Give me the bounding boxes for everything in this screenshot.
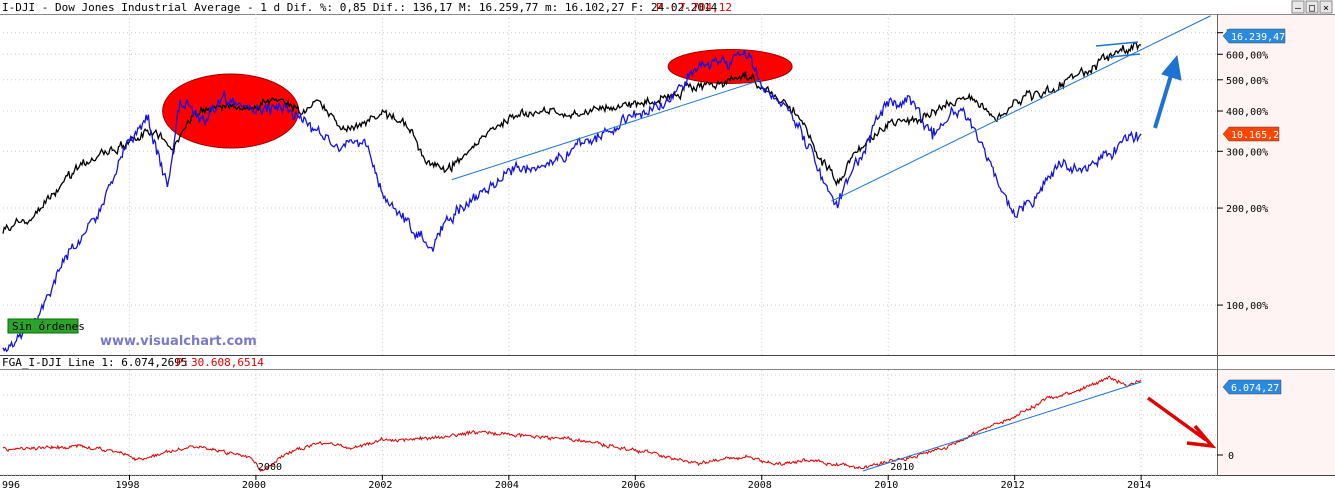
indicator-title-bar — [0, 355, 1335, 370]
watermark: www.visualchart.com — [100, 334, 257, 349]
indicator-title-p-label: P: — [176, 356, 189, 369]
inner-year-label: 2010 — [890, 462, 914, 473]
xtick-label: 2002 — [368, 480, 392, 491]
last-value-indicator: 6.074,27 — [1231, 383, 1279, 394]
channel-lines — [1095, 41, 1141, 58]
xtick-label: 2004 — [495, 480, 519, 491]
ytick-label: 100,00% — [1226, 301, 1268, 312]
chart-title-p-value: 7.704,12 — [679, 1, 732, 14]
last-value-blue: 10.165,2 — [1231, 130, 1279, 141]
ind-zero-label: 0 — [1228, 451, 1234, 462]
indicator-title: FGA_I-DJI Line 1: 6.074,2695 — [2, 356, 187, 369]
arrow-red-head — [1186, 424, 1217, 449]
last-value-dow: 16.239,47 — [1231, 32, 1285, 43]
window-button-bg[interactable] — [1291, 0, 1305, 14]
xtick-label: 2010 — [874, 480, 898, 491]
xtick-label: 2006 — [621, 480, 645, 491]
xtick-label: 996 — [2, 480, 20, 491]
last-value-blue-bg — [1222, 126, 1280, 142]
arrow-blue-head — [1161, 54, 1182, 81]
trendline-indicator — [862, 381, 1142, 472]
last-value-indicator-bg — [1222, 379, 1282, 395]
window-button-bg[interactable] — [1319, 0, 1333, 14]
last-value-dow-bg — [1222, 28, 1286, 44]
close-button[interactable]: × — [1323, 3, 1329, 14]
highlight-ellipse-2 — [667, 48, 793, 84]
inner-year-label: 2000 — [258, 462, 282, 473]
title-bar — [0, 0, 1335, 14]
arrow-red-down — [1146, 396, 1208, 442]
chart-title: I-DJI - Dow Jones Industrial Average - 1… — [2, 1, 718, 14]
indicator-title-p-value: 30.608,6514 — [191, 356, 264, 369]
chart-title-p-label: P : — [656, 1, 676, 14]
status-badge[interactable] — [7, 318, 79, 334]
price-axis-panel — [1217, 14, 1335, 355]
arrow-blue-up — [1153, 71, 1174, 129]
minimize-button[interactable]: – — [1295, 3, 1302, 14]
xtick-label: 1998 — [115, 480, 139, 491]
maximize-button[interactable]: □ — [1309, 3, 1315, 14]
series-fga-line — [2, 375, 1142, 472]
series-blue-line — [2, 49, 1142, 353]
ytick-label: 600,00% — [1226, 50, 1268, 61]
trendline-price-2 — [831, 15, 1211, 202]
ytick-label: 200,00% — [1226, 204, 1268, 215]
ytick-label: 400,00% — [1226, 107, 1268, 118]
status-badge-label: Sin órdenes — [12, 320, 85, 333]
xtick-label: 2000 — [242, 480, 266, 491]
ytick-label: 500,00% — [1226, 76, 1268, 87]
trendline-price-1 — [451, 79, 762, 181]
xtick-label: 2014 — [1127, 480, 1151, 491]
window-button-bg[interactable] — [1305, 0, 1319, 14]
xtick-label: 2012 — [1001, 480, 1025, 491]
ytick-label: 300,00% — [1226, 147, 1268, 158]
xtick-label: 2008 — [748, 480, 772, 491]
